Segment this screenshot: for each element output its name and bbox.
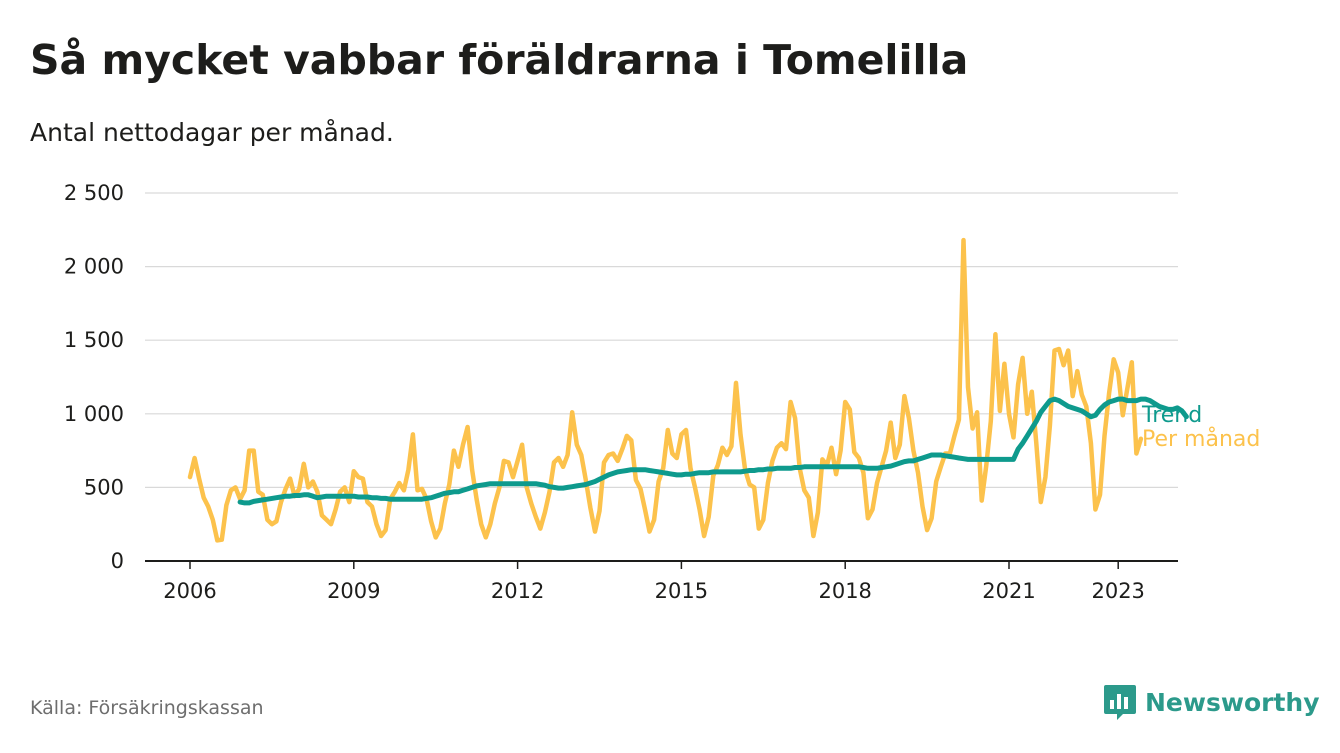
x-tick-label: 2012: [491, 579, 544, 603]
x-tick-label: 2023: [1091, 579, 1144, 603]
page-subtitle: Antal nettodagar per månad.: [30, 118, 394, 147]
x-tick-label: 2009: [327, 579, 380, 603]
x-tick-label: 2021: [982, 579, 1035, 603]
series-line-per-manad: [187, 237, 1144, 543]
series-lines: [187, 237, 1189, 543]
x-tick-label: 2006: [163, 579, 216, 603]
series-line-trend: [237, 396, 1189, 506]
y-tick-label: 2 500: [64, 181, 124, 205]
x-tick-label: 2015: [655, 579, 708, 603]
bar-chart-logo-icon: [1104, 685, 1136, 720]
line-chart: 0 500 1 000 1 500 2 000 2 500 2006 2009 2012 201…: [64, 181, 1260, 603]
source-note: Källa: Försäkringskassan: [30, 697, 264, 719]
brand-logo[interactable]: Newsworthy: [1103, 683, 1320, 721]
x-axis-ticks: 2006 2009 2012 2015 2018 2021 2023: [163, 561, 1145, 603]
y-tick-label: 2 000: [64, 255, 124, 279]
y-tick-label: 1 500: [64, 328, 124, 352]
y-tick-label: 0: [111, 549, 124, 573]
y-tick-label: 500: [84, 475, 124, 499]
legend-label-trend: Trend: [1141, 403, 1202, 428]
x-tick-label: 2018: [818, 579, 871, 603]
y-axis-ticks: 0 500 1 000 1 500 2 000 2 500: [64, 181, 124, 573]
y-tick-label: 1 000: [64, 402, 124, 426]
brand-name: Newsworthy: [1145, 687, 1320, 717]
legend-label-per-manad: Per månad: [1142, 426, 1260, 452]
page-title: Så mycket vabbar föräldrarna i Tomelilla: [30, 36, 969, 84]
